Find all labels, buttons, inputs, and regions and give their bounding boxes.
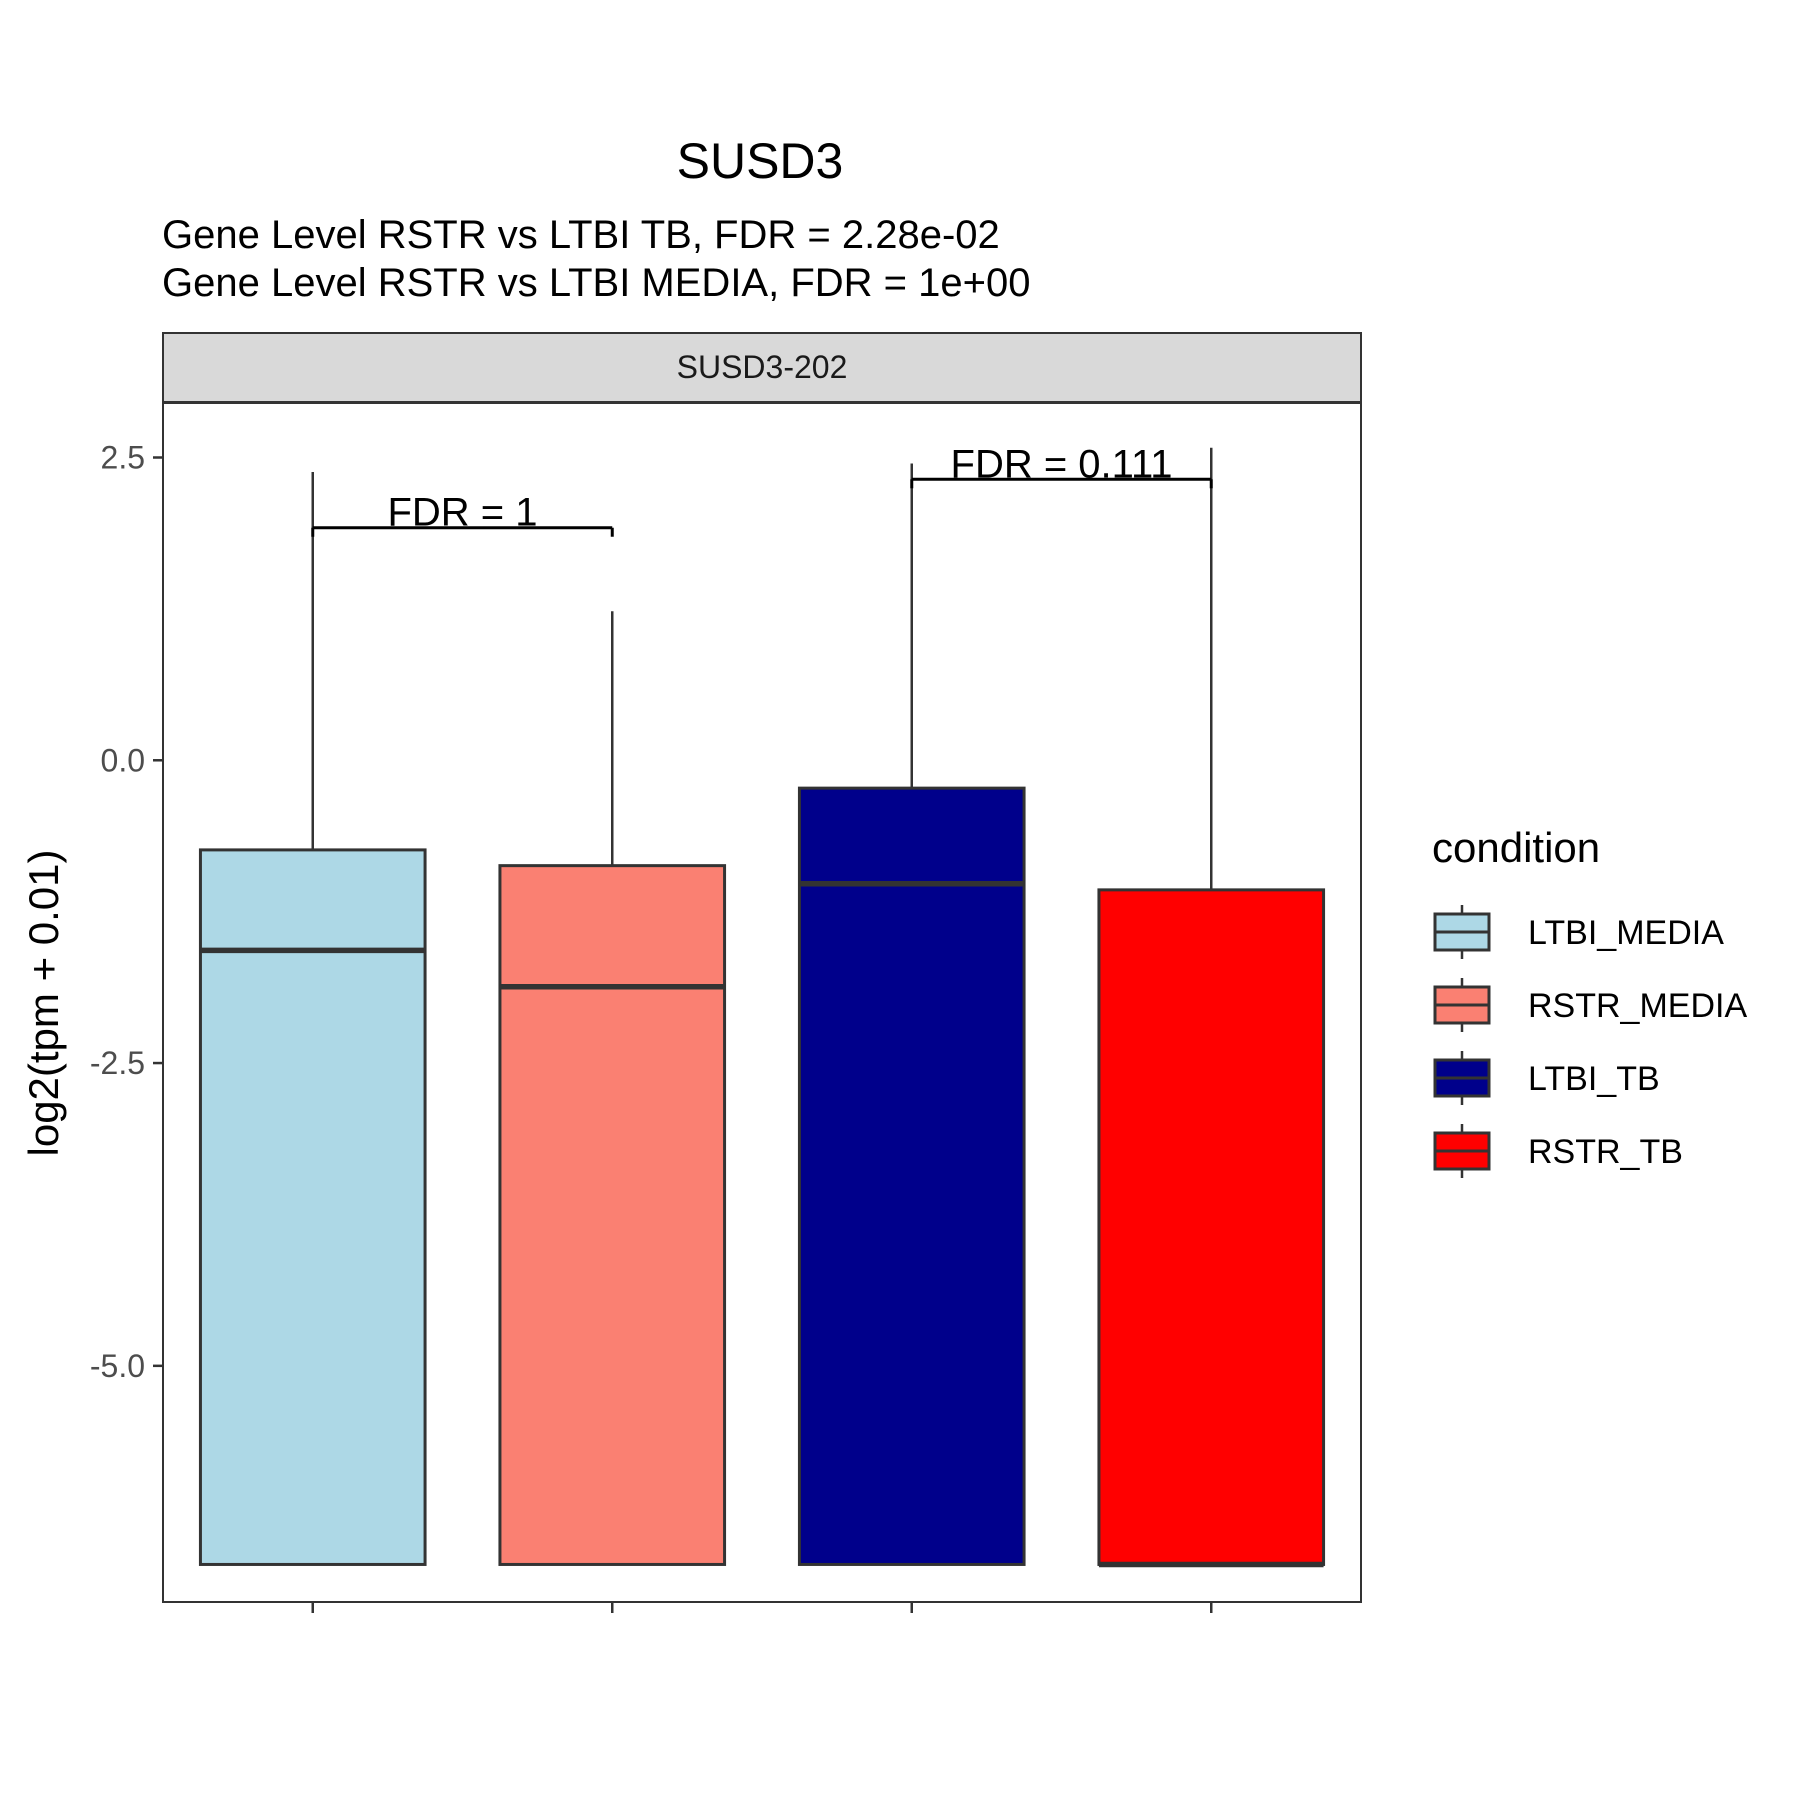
box-ltbi-media [198, 472, 427, 1566]
chart-title: SUSD3 [677, 133, 844, 189]
box-body [797, 786, 1026, 1566]
fdr-label: FDR = 1 [387, 491, 537, 535]
box-body [198, 848, 427, 1566]
x-axis [311, 1602, 1213, 1613]
legend-item-ltbi-tb: LTBI_TB [1433, 1051, 1660, 1105]
fdr-bracket: FDR = 0.111 [910, 442, 1213, 489]
box-rstr-media [498, 611, 727, 1566]
y-tick-label: -2.5 [90, 1045, 145, 1081]
y-axis: 2.5 0.0 -2.5 -5.0 [90, 440, 163, 1384]
legend-item-rstr-media: RSTR_MEDIA [1433, 978, 1747, 1032]
legend-label: LTBI_TB [1528, 1060, 1660, 1098]
box-ltbi-tb [797, 463, 1026, 1566]
y-tick-label: -5.0 [90, 1348, 145, 1384]
legend-item-rstr-tb: RSTR_TB [1433, 1124, 1683, 1178]
box-body [1097, 888, 1326, 1566]
fdr-label: FDR = 0.111 [951, 442, 1173, 486]
y-tick-label: 2.5 [101, 440, 145, 476]
fdr-annotations: FDR = 1 FDR = 0.111 [311, 442, 1213, 537]
chart-subtitle-line-2: Gene Level RSTR vs LTBI MEDIA, FDR = 1e+… [162, 261, 1030, 305]
boxes [198, 447, 1326, 1568]
box-rstr-tb [1097, 447, 1326, 1568]
chart-subtitle-line-1: Gene Level RSTR vs LTBI TB, FDR = 2.28e-… [162, 213, 1000, 257]
facet-label: SUSD3-202 [677, 349, 848, 385]
y-axis-label: log2(tpm + 0.01) [20, 849, 67, 1156]
facet-strip [162, 332, 1362, 403]
y-tick-label: 0.0 [101, 742, 145, 778]
fdr-bracket: FDR = 1 [311, 491, 614, 537]
box-body [498, 864, 727, 1566]
legend: condition LTBI_MEDIA RSTR_MEDIA LTBI_TB RST… [1432, 824, 1747, 1178]
legend-label: RSTR_TB [1528, 1133, 1683, 1171]
legend-label: RSTR_MEDIA [1528, 987, 1747, 1025]
legend-label: LTBI_MEDIA [1528, 914, 1724, 952]
legend-item-ltbi-media: LTBI_MEDIA [1433, 905, 1724, 959]
legend-title: condition [1432, 824, 1600, 871]
